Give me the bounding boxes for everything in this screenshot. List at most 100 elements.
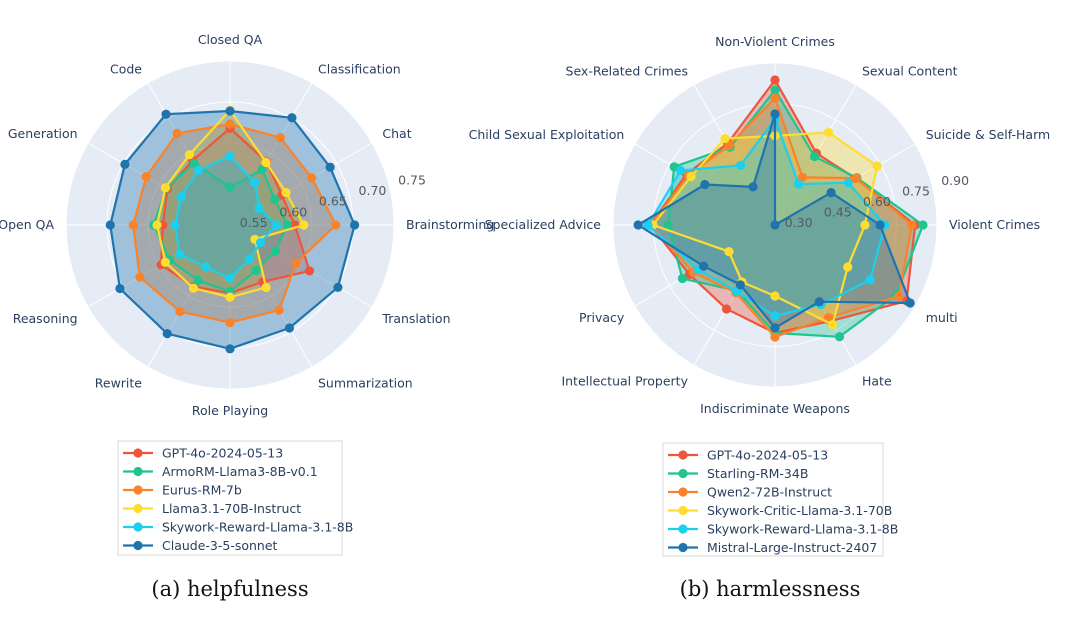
data-point-starling-rm-34b-privacy[interactable] bbox=[677, 273, 688, 284]
data-point-mistral-large-instruct-2407-specialized-advice[interactable] bbox=[633, 220, 643, 230]
data-point-llama3-1-70b-instruct-brainstorming[interactable] bbox=[299, 220, 309, 230]
data-point-claude-3-5-sonnet-reasoning[interactable] bbox=[115, 283, 125, 294]
legend-item-gpt-4o-2024-05-13[interactable]: GPT-4o-2024-05-13 bbox=[668, 448, 828, 463]
data-point-claude-3-5-sonnet-closed-qa[interactable] bbox=[225, 106, 235, 116]
data-point-skywork-reward-llama-3-1-8b-chat[interactable] bbox=[254, 203, 264, 213]
data-point-llama3-1-70b-instruct-rewrite[interactable] bbox=[188, 283, 199, 293]
data-point-claude-3-5-sonnet-code[interactable] bbox=[161, 109, 171, 119]
legend-item-llama3-1-70b-instruct[interactable]: Llama3.1-70B-Instruct bbox=[123, 501, 301, 516]
data-point-skywork-reward-llama-3-1-8b-translation[interactable] bbox=[255, 238, 266, 248]
data-point-armorm-llama3-8b-v0-1-brainstorming[interactable] bbox=[282, 220, 292, 230]
data-point-armorm-llama3-8b-v0-1-chat[interactable] bbox=[270, 194, 280, 204]
data-point-mistral-large-instruct-2407-child-sexual-exploitation[interactable] bbox=[700, 179, 710, 190]
data-point-eurus-rm-7b-summarization[interactable] bbox=[274, 305, 284, 315]
data-point-qwen2-72b-instruct-suicide-self-harm[interactable] bbox=[851, 173, 861, 183]
data-point-armorm-llama3-8b-v0-1-classification[interactable] bbox=[257, 165, 267, 175]
legend-item-claude-3-5-sonnet[interactable]: Claude-3-5-sonnet bbox=[123, 538, 278, 553]
data-point-skywork-critic-llama-3-1-70b-multi[interactable] bbox=[843, 262, 853, 272]
data-point-skywork-reward-llama-3-1-8b-sexual-content[interactable] bbox=[794, 179, 804, 189]
data-point-eurus-rm-7b-open-qa[interactable] bbox=[128, 220, 138, 230]
data-point-eurus-rm-7b-generation[interactable] bbox=[141, 172, 151, 182]
data-point-qwen2-72b-instruct-non-violent-crimes[interactable] bbox=[770, 93, 780, 103]
data-point-llama3-1-70b-instruct-open-qa[interactable] bbox=[152, 220, 162, 230]
data-point-claude-3-5-sonnet-open-qa[interactable] bbox=[105, 220, 115, 230]
data-point-eurus-rm-7b-role-playing[interactable] bbox=[225, 317, 235, 328]
legend-item-starling-rm-34b[interactable]: Starling-RM-34B bbox=[668, 466, 808, 481]
data-point-mistral-large-instruct-2407-privacy[interactable] bbox=[699, 261, 709, 271]
data-point-mistral-large-instruct-2407-sexual-content[interactable] bbox=[770, 220, 780, 230]
data-point-llama3-1-70b-instruct-classification[interactable] bbox=[261, 157, 271, 168]
data-point-starling-rm-34b-violent-crimes[interactable] bbox=[918, 220, 928, 230]
data-point-skywork-critic-llama-3-1-70b-sexual-content[interactable] bbox=[823, 127, 834, 138]
data-point-qwen2-72b-instruct-hate[interactable] bbox=[823, 312, 834, 323]
data-point-armorm-llama3-8b-v0-1-code[interactable] bbox=[189, 158, 199, 168]
data-point-mistral-large-instruct-2407-multi[interactable] bbox=[905, 298, 915, 308]
data-point-skywork-critic-llama-3-1-70b-hate[interactable] bbox=[827, 320, 838, 330]
data-point-gpt-4o-2024-05-13-non-violent-crimes[interactable] bbox=[770, 75, 780, 85]
data-point-mistral-large-instruct-2407-sex-related-crimes[interactable] bbox=[748, 182, 758, 192]
data-point-starling-rm-34b-sexual-content[interactable] bbox=[809, 151, 820, 162]
data-point-qwen2-72b-instruct-sexual-content[interactable] bbox=[797, 172, 808, 182]
data-point-mistral-large-instruct-2407-intellectual-property[interactable] bbox=[735, 280, 746, 290]
data-point-starling-rm-34b-specialized-advice[interactable] bbox=[663, 220, 673, 230]
data-point-llama3-1-70b-instruct-chat[interactable] bbox=[281, 188, 291, 198]
data-point-skywork-critic-llama-3-1-70b-violent-crimes[interactable] bbox=[860, 220, 870, 230]
data-point-skywork-critic-llama-3-1-70b-sex-related-crimes[interactable] bbox=[720, 133, 730, 144]
data-point-llama3-1-70b-instruct-reasoning[interactable] bbox=[160, 257, 170, 267]
data-point-eurus-rm-7b-brainstorming[interactable] bbox=[331, 220, 341, 230]
data-point-skywork-reward-llama-3-1-8b-intellectual-property[interactable] bbox=[731, 287, 742, 297]
data-point-skywork-reward-llama-3-1-8b-generation[interactable] bbox=[176, 192, 186, 202]
legend-item-skywork-reward-llama-3-1-8b[interactable]: Skywork-Reward-Llama-3.1-8B bbox=[123, 520, 353, 535]
data-point-llama3-1-70b-instruct-generation[interactable] bbox=[160, 183, 170, 193]
data-point-starling-rm-34b-non-violent-crimes[interactable] bbox=[770, 85, 780, 95]
data-point-claude-3-5-sonnet-summarization[interactable] bbox=[284, 323, 295, 333]
data-point-skywork-reward-llama-3-1-8b-code[interactable] bbox=[193, 165, 204, 175]
data-point-claude-3-5-sonnet-classification[interactable] bbox=[287, 113, 297, 123]
data-point-armorm-llama3-8b-v0-1-summarization[interactable] bbox=[251, 265, 261, 276]
data-point-claude-3-5-sonnet-brainstorming[interactable] bbox=[350, 220, 360, 230]
data-point-gpt-4o-2024-05-13-translation[interactable] bbox=[304, 266, 315, 276]
data-point-skywork-reward-llama-3-1-8b-classification[interactable] bbox=[250, 177, 260, 187]
data-point-llama3-1-70b-instruct-summarization[interactable] bbox=[261, 282, 271, 293]
data-point-claude-3-5-sonnet-role-playing[interactable] bbox=[225, 344, 235, 354]
data-point-skywork-critic-llama-3-1-70b-suicide-self-harm[interactable] bbox=[872, 161, 882, 171]
data-point-skywork-reward-llama-3-1-8b-rewrite[interactable] bbox=[201, 262, 211, 272]
data-point-qwen2-72b-instruct-sex-related-crimes[interactable] bbox=[724, 140, 734, 151]
data-point-armorm-llama3-8b-v0-1-closed-qa[interactable] bbox=[225, 182, 235, 192]
legend-item-skywork-critic-llama-3-1-70b[interactable]: Skywork-Critic-Llama-3.1-70B bbox=[668, 503, 892, 518]
data-point-skywork-reward-llama-3-1-8b-closed-qa[interactable] bbox=[225, 151, 235, 161]
data-point-skywork-reward-llama-3-1-8b-brainstorming[interactable] bbox=[272, 220, 282, 230]
legend-item-mistral-large-instruct-2407[interactable]: Mistral-Large-Instruct-2407 bbox=[668, 540, 877, 555]
data-point-eurus-rm-7b-rewrite[interactable] bbox=[175, 307, 185, 317]
data-point-claude-3-5-sonnet-generation[interactable] bbox=[120, 159, 130, 169]
data-point-eurus-rm-7b-reasoning[interactable] bbox=[135, 272, 145, 282]
data-point-skywork-reward-llama-3-1-8b-reasoning[interactable] bbox=[174, 249, 185, 259]
legend-item-skywork-reward-llama-3-1-8b[interactable]: Skywork-Reward-Llama-3.1-8B bbox=[668, 522, 898, 537]
data-point-claude-3-5-sonnet-chat[interactable] bbox=[325, 162, 335, 172]
data-point-skywork-critic-llama-3-1-70b-child-sexual-exploitation[interactable] bbox=[686, 171, 696, 182]
legend-item-eurus-rm-7b[interactable]: Eurus-RM-7b bbox=[123, 483, 242, 498]
legend-item-armorm-llama3-8b-v0-1[interactable]: ArmoRM-Llama3-8B-v0.1 bbox=[123, 464, 318, 479]
data-point-armorm-llama3-8b-v0-1-rewrite[interactable] bbox=[193, 275, 203, 285]
data-point-qwen2-72b-instruct-violent-crimes[interactable] bbox=[907, 220, 917, 230]
data-point-llama3-1-70b-instruct-code[interactable] bbox=[184, 150, 195, 160]
data-point-skywork-reward-llama-3-1-8b-summarization[interactable] bbox=[245, 254, 255, 264]
data-point-skywork-reward-llama-3-1-8b-suicide-self-harm[interactable] bbox=[843, 178, 853, 188]
data-point-eurus-rm-7b-code[interactable] bbox=[172, 128, 182, 138]
data-point-skywork-reward-llama-3-1-8b-multi[interactable] bbox=[865, 275, 875, 285]
data-point-starling-rm-34b-hate[interactable] bbox=[834, 332, 845, 342]
data-point-eurus-rm-7b-closed-qa[interactable] bbox=[225, 119, 235, 129]
data-point-mistral-large-instruct-2407-indiscriminate-weapons[interactable] bbox=[770, 323, 780, 333]
data-point-skywork-reward-llama-3-1-8b-role-playing[interactable] bbox=[225, 273, 235, 283]
data-point-mistral-large-instruct-2407-hate[interactable] bbox=[814, 297, 824, 307]
data-point-eurus-rm-7b-classification[interactable] bbox=[275, 133, 286, 143]
data-point-mistral-large-instruct-2407-suicide-self-harm[interactable] bbox=[826, 188, 836, 198]
data-point-skywork-critic-llama-3-1-70b-privacy[interactable] bbox=[724, 246, 734, 257]
data-point-qwen2-72b-instruct-indiscriminate-weapons[interactable] bbox=[770, 332, 780, 342]
data-point-claude-3-5-sonnet-translation[interactable] bbox=[333, 282, 343, 292]
data-point-skywork-reward-llama-3-1-8b-child-sexual-exploitation[interactable] bbox=[675, 165, 686, 176]
data-point-skywork-reward-llama-3-1-8b-specialized-advice[interactable] bbox=[643, 220, 653, 230]
data-point-gpt-4o-2024-05-13-intellectual-property[interactable] bbox=[721, 304, 732, 314]
data-point-mistral-large-instruct-2407-violent-crimes[interactable] bbox=[875, 220, 885, 230]
data-point-mistral-large-instruct-2407-non-violent-crimes[interactable] bbox=[770, 109, 780, 119]
